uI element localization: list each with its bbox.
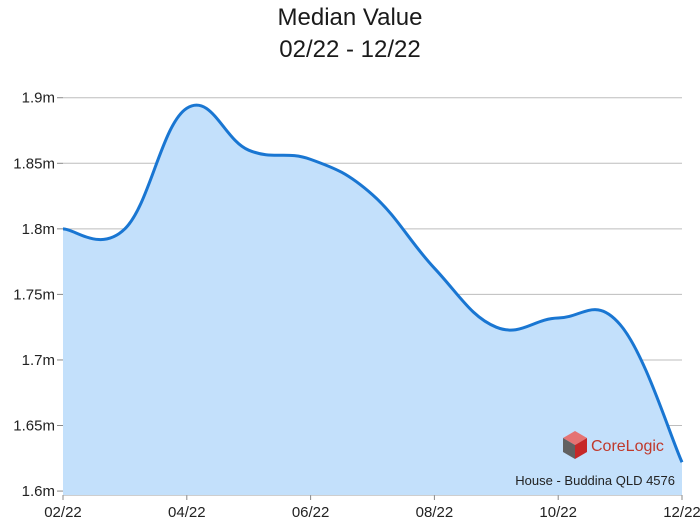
logo-text: CoreLogic [591, 438, 664, 455]
chart-title: Median Value [277, 4, 423, 31]
series-line [62, 103, 684, 463]
x-tick-label: 12/22 [663, 504, 700, 521]
logo-cube-left [563, 438, 575, 459]
y-tick-label: 1.75m [13, 286, 55, 303]
y-tick-label: 1.65m [13, 418, 55, 435]
y-tick-label: 1.6m [22, 483, 55, 500]
annotation-text: House - Buddina QLD 4576 [515, 473, 675, 488]
logo-cube-right [575, 438, 587, 459]
x-tick-label: 06/22 [292, 504, 330, 521]
y-tick-label: 1.9m [22, 90, 55, 107]
y-axis-labels: 1.9m 1.85m 1.8m 1.75m 1.7m 1.65m 1.6m [13, 90, 55, 500]
corelogic-logo: CoreLogic [563, 431, 664, 459]
area-fill [63, 105, 682, 495]
y-tick-label: 1.8m [22, 221, 55, 238]
x-axis-labels: 02/22 04/22 06/22 08/22 10/22 12/22 [44, 504, 700, 521]
chart-subtitle: 02/22 - 12/22 [279, 36, 421, 63]
y-tick-label: 1.7m [22, 352, 55, 369]
x-tick-label: 02/22 [44, 504, 82, 521]
y-tick-label: 1.85m [13, 155, 55, 172]
x-tick-label: 04/22 [168, 504, 206, 521]
x-tick-label: 10/22 [539, 504, 577, 521]
x-tick-label: 08/22 [416, 504, 454, 521]
